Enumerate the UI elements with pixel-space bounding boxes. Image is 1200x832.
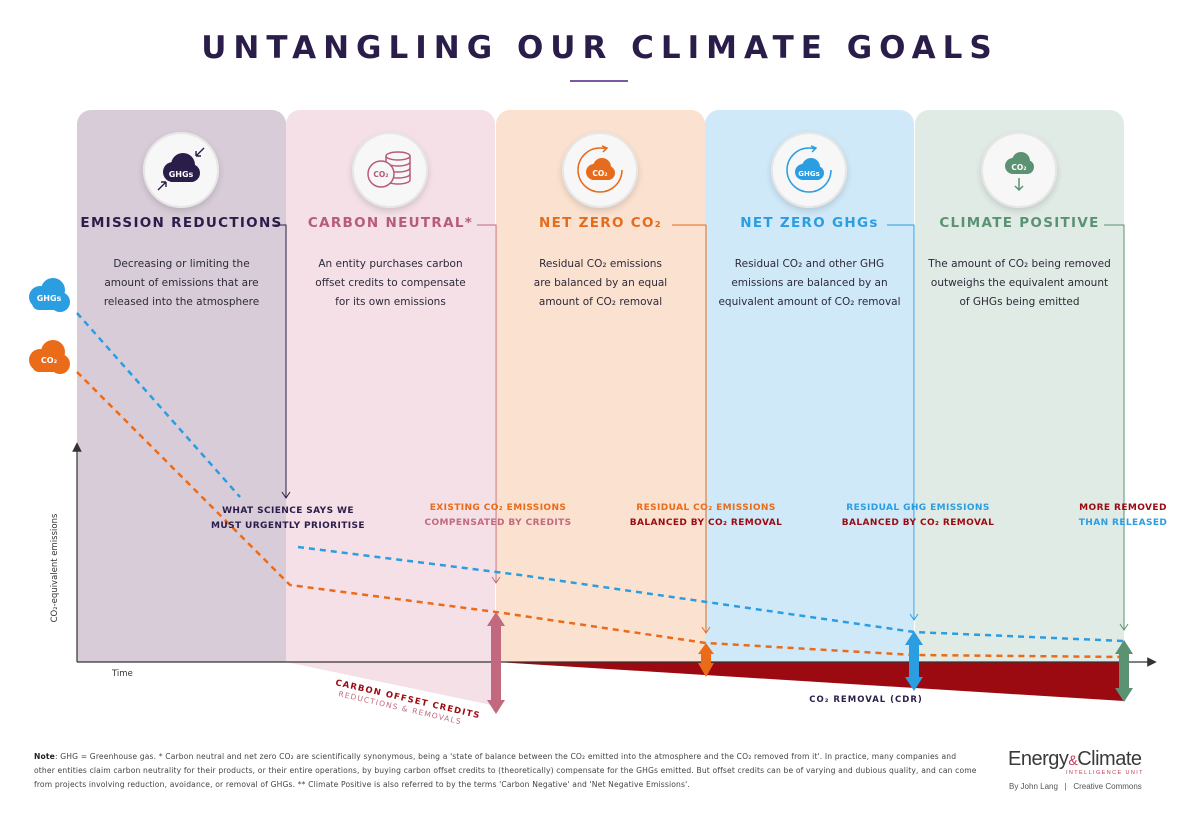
brand-subtitle: INTELLIGENCE UNIT (1066, 770, 1144, 776)
emission-reductions-icon: GHGs (143, 132, 219, 208)
panel-title: CLIMATE POSITIVE (939, 215, 1100, 231)
science-priority-annotation: WHAT SCIENCE SAYS WE MUST URGENTLY PRIORI… (211, 506, 365, 531)
co2-badge-label: CO₂ (41, 356, 58, 365)
brand-logo: Energy&Climate (1008, 748, 1142, 770)
panel-climate-positive: CO₂ CLIMATE POSITIVE The amount of CO₂ b… (915, 110, 1124, 662)
co2-cycle-icon: CO₂ (562, 132, 638, 208)
more-removed-annotation: MORE REMOVED THAN RELEASED (1078, 503, 1168, 528)
residual-co2-annotation: RESIDUAL CO₂ EMISSIONS BALANCED BY CO₂ RE… (629, 503, 783, 528)
co2-removal-wedge (496, 662, 1124, 701)
panel-description: Residual CO₂ emissions are balanced by an… (533, 258, 668, 308)
panel-description: The amount of CO₂ being removed outweighs… (928, 258, 1111, 308)
ghg-badge-label: GHGs (37, 294, 62, 303)
panel-description: An entity purchases carbon offset credits… (315, 258, 466, 308)
ghg-emissions-line (76, 312, 1125, 643)
connector-netzero-co2 (672, 224, 707, 633)
panel-carbon-neutral: CO₂ CARBON NEUTRAL* An entity purchases … (286, 110, 495, 662)
credits-double-arrow (487, 612, 505, 714)
existing-emissions-annotation: EXISTING CO₂ EMISSIONS COMPENSATED BY CRE… (424, 503, 572, 528)
x-axis-label: Time (112, 669, 133, 679)
ghg-cycle-icon: GHGs (771, 132, 847, 208)
panel-net-zero-ghgs: GHGs NET ZERO GHGs Residual CO₂ and othe… (705, 110, 914, 662)
byline: By John Lang | Creative Commons (1009, 782, 1142, 791)
panel-description: Decreasing or limiting the amount of emis… (103, 258, 260, 308)
title-underline (570, 80, 628, 82)
co2-badge: CO₂ (29, 340, 70, 374)
page-title: UNTANGLING OUR CLIMATE GOALS (201, 30, 999, 66)
footnote: Note: GHG = Greenhouse gas. * Carbon neu… (34, 752, 977, 789)
residual-ghg-annotation: RESIDUAL GHG EMISSIONS BALANCED BY CO₂ RE… (841, 503, 995, 528)
coin-stack-icon: CO₂ (352, 132, 428, 208)
ghg-removal-double-arrow (905, 631, 923, 691)
co2-removal-double-arrow (698, 643, 714, 677)
climate-positive-icon-label: CO₂ (1011, 163, 1026, 172)
panel-net-zero-co2: CO₂ NET ZERO CO₂ Residual CO₂ emissions a… (496, 110, 705, 662)
panel-description: Residual CO₂ and other GHG emissions are … (718, 258, 901, 308)
connector-neutral (477, 224, 497, 583)
carbon-offset-wedge (286, 662, 496, 706)
more-removed-double-arrow (1115, 640, 1133, 702)
panel-emission-reductions: GHGs EMISSION REDUCTIONS Decreasing or l… (77, 110, 286, 662)
carbon-neutral-icon-label: CO₂ (373, 170, 388, 179)
panel-title: NET ZERO CO₂ (539, 215, 662, 231)
connector-netzero-ghg (887, 224, 915, 620)
co2-down-arrow-icon: CO₂ (981, 132, 1057, 208)
net-zero-co2-icon-label: CO₂ (592, 169, 607, 178)
connector-positive (1104, 224, 1125, 630)
panel-title: CARBON NEUTRAL* (307, 215, 474, 231)
net-zero-ghgs-icon-label: GHGs (798, 170, 820, 178)
emission-reductions-icon-label: GHGs (169, 170, 194, 179)
cdr-label: CO₂ REMOVAL (CDR) (809, 695, 923, 705)
panel-title: NET ZERO GHGs (740, 215, 879, 231)
ghg-badge: GHGs (29, 278, 70, 312)
connector-emission (272, 224, 287, 498)
panel-title: EMISSION REDUCTIONS (80, 215, 283, 231)
y-axis-label: CO₂-equivalent emissions (50, 513, 60, 623)
